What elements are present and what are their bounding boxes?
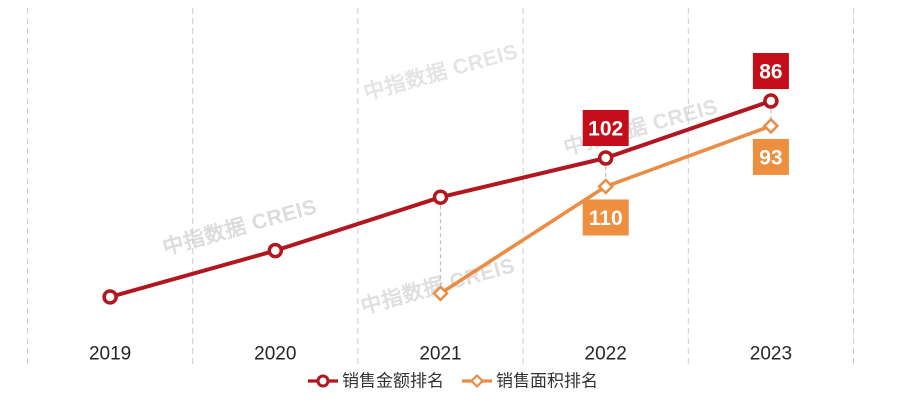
legend-marker-circle — [316, 374, 330, 388]
legend-label: 销售面积排名 — [496, 372, 598, 391]
marker-circle — [102, 289, 118, 305]
x-axis-label: 2023 — [750, 344, 792, 365]
value-label-box — [582, 199, 629, 236]
value-label-box — [752, 53, 789, 89]
marker-diamond — [762, 117, 780, 135]
legend-marker-diamond — [469, 373, 485, 389]
x-axis-label: 2022 — [585, 344, 627, 365]
value-label: 110 — [589, 207, 623, 230]
legend-label: 销售金额排名 — [342, 372, 444, 391]
marker-diamond — [432, 285, 449, 302]
x-axis-label: 2019 — [89, 344, 131, 365]
value-label: 86 — [759, 61, 782, 84]
marker-circle — [432, 189, 449, 205]
marker-circle — [597, 150, 614, 166]
marker-diamond — [597, 178, 614, 195]
value-label-box — [582, 110, 629, 146]
value-label: 102 — [588, 118, 623, 141]
value-label-box — [752, 138, 789, 175]
x-axis-label: 2020 — [254, 344, 296, 365]
marker-circle — [763, 93, 779, 109]
value-label: 93 — [759, 146, 782, 169]
marker-circle — [267, 242, 284, 259]
x-axis-label: 2021 — [419, 344, 461, 365]
